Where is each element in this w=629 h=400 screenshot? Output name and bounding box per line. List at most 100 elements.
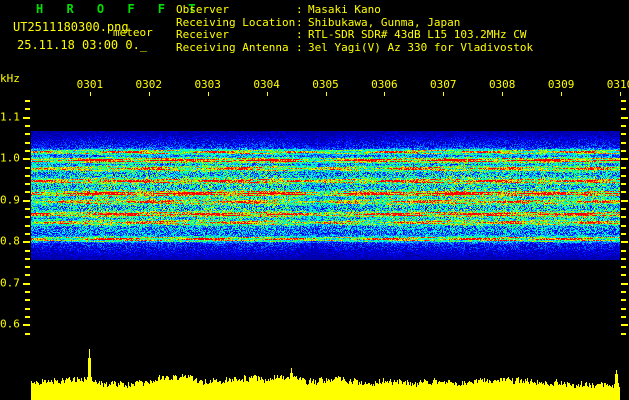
y-axis-minor-tick <box>25 191 30 193</box>
y-axis-tick-label: 0.7 <box>0 276 20 290</box>
x-axis-tick <box>149 92 150 96</box>
datetime-label: 25.11.18 03:00 0._ <box>17 38 148 52</box>
metadata-colon: : <box>296 3 303 16</box>
filename-label: UT2511180300.png <box>13 20 129 34</box>
y-axis-tick-right <box>621 241 628 243</box>
x-axis-tick-label: 0301 <box>76 78 104 91</box>
y-axis-tick-right <box>621 158 628 160</box>
metadata-key: Observer <box>176 3 229 16</box>
metadata-colon: : <box>296 15 303 29</box>
y-axis-minor-tick <box>25 233 30 235</box>
x-axis-tick <box>502 92 503 96</box>
y-axis-tick-right <box>621 324 628 326</box>
metadata-key: Receiver <box>176 28 229 42</box>
y-axis-tick-label: 1.1 <box>0 110 20 124</box>
metadata-row: Receiving Antenna:3el Yagi(V) Az 330 for… <box>176 40 534 55</box>
y-axis-tick-right <box>621 167 626 169</box>
y-axis-tick-label: 0.6 <box>0 317 20 331</box>
y-axis-tick-label: 1.0 <box>0 151 20 165</box>
y-axis-minor-tick <box>25 125 30 127</box>
y-axis-minor-tick <box>25 150 30 152</box>
x-axis-tick-label: 0303 <box>194 78 221 91</box>
metadata-value: Shibukawa, Gunma, Japan <box>308 15 461 29</box>
y-axis-tick-label: 0.9 <box>0 193 20 207</box>
y-axis-tick-right <box>621 233 626 235</box>
y-axis-minor-tick <box>25 316 30 318</box>
y-axis-tick-right <box>621 133 626 135</box>
spectrogram-canvas[interactable] <box>31 96 620 345</box>
metadata-value: Masaki Kano <box>308 3 381 16</box>
x-axis-tick-label: 0304 <box>253 78 280 91</box>
y-axis-major-tick <box>23 283 30 285</box>
y-axis-tick-right <box>621 117 628 119</box>
x-axis-tick-label: 0309 <box>547 78 575 91</box>
y-axis-tick-right <box>621 266 626 268</box>
x-axis-tick <box>90 92 91 96</box>
y-axis-tick-right <box>621 142 626 144</box>
y-axis-minor-tick <box>25 133 30 135</box>
x-axis-tick <box>208 92 209 96</box>
x-axis-tick-label: 0310 <box>606 78 629 91</box>
metadata-row: Observer: Masaki Kano <box>176 3 533 17</box>
metadata-key: Receiving Location <box>176 15 296 29</box>
y-axis-tick-label: 0.8 <box>0 234 20 248</box>
metadata-row: Receiving Location: Shibukawa, Gunma, Jap… <box>176 15 533 30</box>
y-axis-tick-right <box>621 308 626 310</box>
y-axis-minor-tick <box>25 216 30 218</box>
y-axis-minor-tick <box>25 142 30 144</box>
x-axis-tick-label: 0305 <box>312 78 339 91</box>
metadata-colon: : <box>296 40 303 54</box>
metadata-value: 3el Yagi(V) Az 330 for Vladivostok <box>308 40 534 54</box>
y-axis-tick-right <box>621 183 626 185</box>
x-axis-tick-label: 0302 <box>135 78 163 91</box>
x-axis-tick <box>384 92 385 96</box>
y-axis-tick-right <box>621 291 626 293</box>
metadata-key: Receiving Antenna <box>176 40 289 54</box>
y-axis-major-tick <box>23 324 30 326</box>
y-axis-tick-right <box>621 125 626 127</box>
y-axis-minor-tick <box>25 225 30 227</box>
y-axis-tick-right <box>621 258 626 260</box>
x-axis-tick <box>443 92 444 96</box>
x-axis-ticks <box>0 92 629 97</box>
y-axis-tick-right <box>621 316 626 318</box>
y-axis-major-tick <box>23 158 30 160</box>
y-axis-minor-tick <box>25 250 30 252</box>
metadata-colon: : <box>296 28 303 42</box>
y-axis-tick-right <box>621 208 626 210</box>
x-axis-tick-label: 0308 <box>488 78 516 91</box>
y-axis-major-tick <box>23 200 30 202</box>
y-axis-minor-tick <box>25 167 30 169</box>
y-axis-minor-tick <box>25 175 30 177</box>
x-axis-tick <box>326 92 327 96</box>
y-axis-tick-right <box>621 200 628 202</box>
y-axis-tick-right <box>621 250 626 252</box>
y-axis-minor-tick <box>25 258 30 260</box>
metadata-block: Observer: Masaki Kano Receiving Location:… <box>176 3 534 55</box>
y-axis-minor-tick <box>25 108 30 110</box>
y-axis-minor-tick <box>25 291 30 293</box>
y-axis-minor-tick <box>25 266 30 268</box>
y-axis-minor-tick <box>25 100 30 102</box>
signal-strength-strip[interactable] <box>31 346 620 400</box>
y-axis-tick-right <box>621 150 626 152</box>
app-title: H R O F F T <box>36 2 204 16</box>
y-axis-minor-tick <box>25 208 30 210</box>
x-axis-tick <box>561 92 562 96</box>
y-axis-major-tick <box>23 117 30 119</box>
y-axis-unit-label: kHz <box>0 72 20 85</box>
x-axis-labels: 0301 0302 0303 0304 0305 0306 0307 0308 0309 0310 <box>0 78 629 94</box>
x-axis-tick <box>620 92 621 96</box>
metadata-value: RTL-SDR SDR# 43dB L15 103.2MHz CW <box>308 28 527 42</box>
y-axis-tick-right <box>621 274 626 276</box>
overlay-label: meteor <box>113 26 153 39</box>
metadata-row: Receiver: RTL-SDR SDR# 43dB L15 103.2MHz … <box>176 29 533 42</box>
y-axis-minor-tick <box>25 183 30 185</box>
y-axis-tick-right <box>621 225 626 227</box>
x-axis-tick <box>267 92 268 96</box>
y-axis-tick-right <box>621 299 626 301</box>
y-axis-tick-right <box>621 108 626 110</box>
y-axis-tick-right <box>621 333 626 335</box>
y-axis-tick-right <box>621 283 628 285</box>
